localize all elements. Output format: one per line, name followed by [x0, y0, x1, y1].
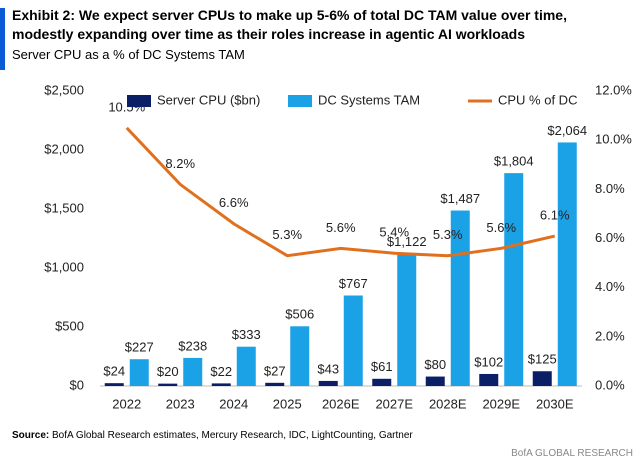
x-tick-label: 2029E [482, 396, 520, 411]
legend-swatch [127, 95, 151, 107]
footer: BofA GLOBAL RESEARCH [511, 448, 633, 459]
data-label: $1,487 [440, 191, 480, 206]
x-tick-label: 2027E [375, 396, 413, 411]
bar [211, 383, 231, 386]
x-tick-label: 2023 [166, 396, 195, 411]
y-tick-label: $0 [70, 377, 84, 392]
data-label: 5.6% [326, 220, 356, 235]
bar [504, 173, 524, 386]
y-tick-label: $2,500 [44, 82, 84, 97]
data-label: $1,122 [387, 234, 427, 249]
x-tick-label: 2030E [536, 396, 574, 411]
y2-tick-label: 12.0% [595, 82, 632, 97]
data-label: $80 [424, 357, 446, 372]
line [125, 126, 556, 258]
data-label: 8.2% [165, 156, 195, 171]
data-label: $24 [103, 364, 125, 379]
x-tick-label: 2026E [322, 396, 360, 411]
data-label: $43 [317, 361, 339, 376]
x-tick-label: 2025 [273, 396, 302, 411]
bar [104, 383, 124, 386]
x-tick-label: 2024 [219, 396, 248, 411]
data-label: 5.6% [486, 220, 516, 235]
bar [158, 383, 178, 386]
data-label: $22 [210, 364, 232, 379]
bar [236, 346, 256, 386]
y2-tick-label: 6.0% [595, 230, 625, 245]
source-label: Source: [12, 430, 50, 441]
y2-tick-label: 10.0% [595, 132, 632, 147]
y-tick-label: $2,000 [44, 141, 84, 156]
data-label: 6.1% [540, 207, 570, 222]
bar [479, 373, 499, 386]
legend-swatch [288, 95, 312, 107]
y-tick-label: $1,000 [44, 259, 84, 274]
data-label: $1,804 [494, 154, 534, 169]
bar [343, 295, 363, 386]
data-label: $767 [339, 276, 368, 291]
data-label: 5.3% [272, 227, 302, 242]
data-label: $227 [125, 340, 154, 355]
source-text: BofA Global Research estimates, Mercury … [52, 430, 413, 441]
bar [129, 359, 149, 386]
x-tick-label: 2028E [429, 396, 467, 411]
y2-tick-label: 8.0% [595, 181, 625, 196]
bar [372, 378, 392, 386]
data-label: $61 [371, 359, 393, 374]
data-label: $125 [528, 352, 557, 367]
legend-label: CPU % of DC [498, 92, 577, 107]
y-tick-label: $1,500 [44, 200, 84, 215]
chart-title: Exhibit 2: We expect server CPUs to make… [12, 7, 567, 42]
bar [265, 382, 285, 386]
data-label: $20 [157, 364, 179, 379]
data-label: 5.4% [379, 225, 409, 240]
data-label: $238 [178, 338, 207, 353]
data-label: 6.6% [219, 195, 249, 210]
bar [557, 142, 577, 386]
bar [290, 326, 310, 386]
legend-label: Server CPU ($bn) [157, 92, 260, 107]
bar [397, 253, 417, 386]
bar [425, 376, 445, 386]
data-label: $102 [474, 354, 503, 369]
data-label: $27 [264, 363, 286, 378]
legend-label: DC Systems TAM [318, 92, 420, 107]
y2-tick-label: 4.0% [595, 279, 625, 294]
data-label: 5.3% [433, 227, 463, 242]
y-tick-label: $500 [55, 318, 84, 333]
data-label: $2,064 [547, 123, 587, 138]
data-label: $506 [285, 307, 314, 322]
y2-tick-label: 0.0% [595, 377, 625, 392]
y2-tick-label: 2.0% [595, 328, 625, 343]
bar [318, 380, 338, 386]
x-tick-label: 2022 [112, 396, 141, 411]
accent-bar [0, 8, 5, 70]
bar [532, 371, 552, 386]
chart-subtitle: Server CPU as a % of DC Systems TAM [12, 47, 245, 62]
data-label: $333 [232, 327, 261, 342]
source: Source: BofA Global Research estimates, … [12, 430, 413, 441]
bar [183, 357, 203, 386]
